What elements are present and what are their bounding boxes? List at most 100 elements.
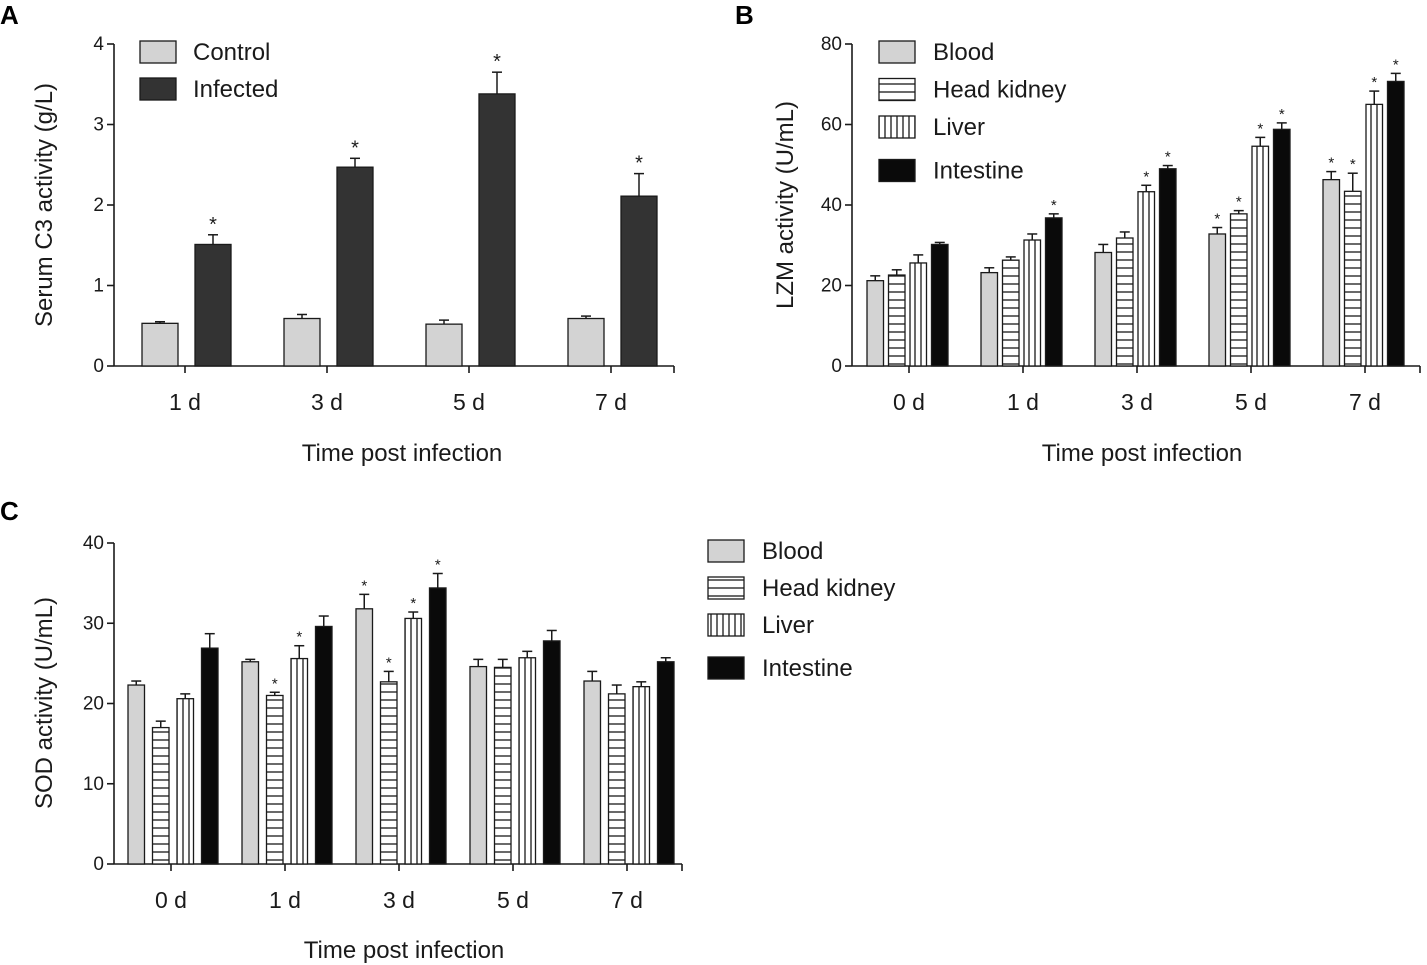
y-tick-label: 3 <box>93 115 104 136</box>
x-axis-title: Time post infection <box>304 937 505 964</box>
x-tick-label: 0 d <box>893 389 925 415</box>
y-tick-label: 10 <box>83 774 104 795</box>
bar <box>887 274 906 367</box>
y-tick-label: 1 <box>93 276 104 297</box>
x-tick-label: 0 d <box>155 887 187 913</box>
y-tick-label: 0 <box>93 854 104 875</box>
bar <box>127 684 146 865</box>
bar <box>379 681 398 865</box>
bar <box>607 693 626 865</box>
significance-star: * <box>410 595 416 612</box>
x-tick-label: 3 d <box>383 887 415 913</box>
bar <box>542 640 561 865</box>
significance-star: * <box>386 654 392 671</box>
bar <box>620 195 658 367</box>
bar <box>632 685 651 865</box>
panel-c-plot: 0 10 20 30 40 0 d 1 d 3 d 5 d 7 d * * * * * * Time post … <box>31 533 683 964</box>
bar <box>1365 103 1384 367</box>
bar <box>980 271 999 367</box>
legend-swatch <box>707 656 745 680</box>
legend-swatch <box>139 40 177 64</box>
bar <box>283 317 321 367</box>
bar <box>493 666 512 865</box>
bar <box>265 694 284 865</box>
legend-swatch <box>707 576 745 600</box>
x-tick-label: 5 d <box>1235 389 1267 415</box>
bar <box>428 587 447 865</box>
significance-star: * <box>1236 194 1242 211</box>
x-axis-title: Time post infection <box>302 440 503 467</box>
x-tick-label: 1 d <box>269 887 301 913</box>
legend-swatch <box>878 115 916 139</box>
significance-star: * <box>493 51 501 73</box>
y-tick-label: 40 <box>821 195 842 216</box>
legend-swatch <box>707 539 745 563</box>
y-tick-label: 4 <box>93 34 104 55</box>
bar <box>1229 213 1248 367</box>
y-tick-label: 80 <box>821 34 842 55</box>
bar <box>909 262 928 367</box>
bar <box>518 657 537 865</box>
legend-label: Blood <box>933 39 994 66</box>
bar <box>1044 217 1063 367</box>
bar <box>1251 145 1270 367</box>
bar <box>567 317 605 367</box>
y-tick-label: 20 <box>83 694 104 715</box>
bar <box>336 166 374 367</box>
significance-star: * <box>1214 211 1220 228</box>
legend-swatch <box>139 77 177 101</box>
y-tick-label: 60 <box>821 115 842 136</box>
bar <box>583 680 602 865</box>
panel-a: A 0 1 2 3 4 1 d 3 d 5 d 7 d * * * * Time post infecti… <box>0 0 675 467</box>
legend-swatch <box>878 40 916 64</box>
bar <box>141 322 179 367</box>
x-tick-label: 3 d <box>311 389 343 415</box>
bar <box>1322 178 1341 367</box>
bar <box>469 665 488 865</box>
bar <box>404 617 423 865</box>
x-tick-label: 3 d <box>1121 389 1153 415</box>
legend-label: Head kidney <box>933 77 1066 104</box>
bar <box>314 625 333 865</box>
significance-star: * <box>1143 168 1149 185</box>
x-tick-label: 5 d <box>497 887 529 913</box>
significance-star: * <box>272 675 278 692</box>
bar <box>1137 191 1156 367</box>
panel-b-legend: Blood Head kidney Liver Intestine <box>878 39 1066 185</box>
significance-star: * <box>1257 120 1263 137</box>
legend-label: Blood <box>762 538 823 565</box>
bar <box>200 647 219 865</box>
significance-star: * <box>1350 156 1356 173</box>
legend-label: Control <box>193 39 270 66</box>
y-tick-label: 0 <box>831 356 842 377</box>
bar <box>1115 237 1134 367</box>
legend-swatch <box>878 158 916 183</box>
bar <box>1023 239 1042 367</box>
bar <box>425 323 463 367</box>
bar <box>656 661 675 865</box>
panel-b-plot: 0 20 40 60 80 0 d 1 d 3 d 5 d 7 d * * * * * * * * * * * Time … <box>772 34 1421 467</box>
bar <box>241 661 260 865</box>
bar <box>478 93 516 367</box>
y-axis-title: LZM activity (U/mL) <box>772 101 799 309</box>
x-tick-label: 5 d <box>453 389 485 415</box>
panel-b: B 0 20 40 60 80 0 d 1 d 3 d 5 d 7 d * * * * * * * * * * * Tim… <box>735 0 1421 467</box>
x-tick-label: 7 d <box>595 389 627 415</box>
significance-star: * <box>635 153 643 175</box>
bar <box>930 243 949 367</box>
x-tick-label: 7 d <box>611 887 643 913</box>
legend-label: Liver <box>762 612 814 639</box>
x-tick-label: 7 d <box>1349 389 1381 415</box>
panel-letter-a: A <box>0 0 19 30</box>
y-tick-label: 0 <box>93 356 104 377</box>
panel-a-legend: Control Infected <box>139 39 278 103</box>
y-axis-title: Serum C3 activity (g/L) <box>31 83 58 327</box>
y-tick-label: 40 <box>83 533 104 554</box>
bar <box>1094 251 1113 367</box>
panel-letter-c: C <box>0 496 19 526</box>
y-tick-label: 30 <box>83 613 104 634</box>
significance-star: * <box>361 577 367 594</box>
legend-label: Intestine <box>762 655 853 682</box>
bar <box>1001 259 1020 367</box>
y-axis-title: SOD activity (U/mL) <box>31 597 58 809</box>
